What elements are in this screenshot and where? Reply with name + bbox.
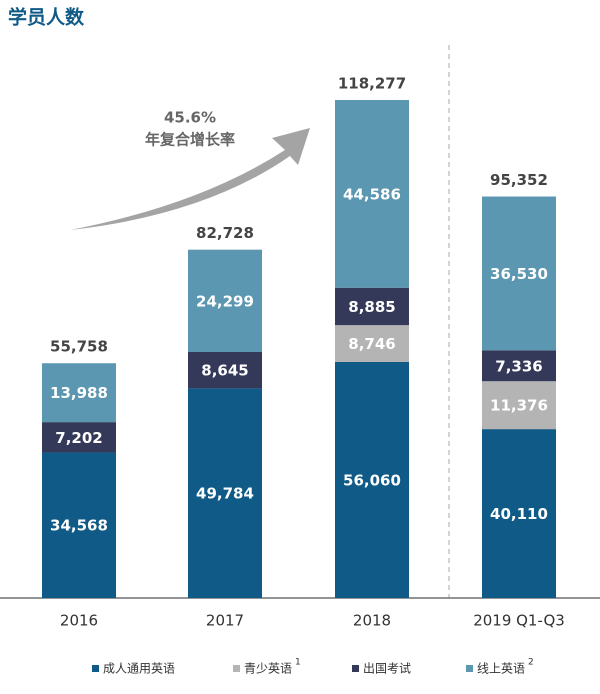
annotation-value: 45.6% (164, 109, 216, 127)
legend-superscript: 1 (295, 658, 301, 668)
value-label: 24,299 (196, 292, 254, 310)
legend-superscript: 2 (528, 658, 534, 668)
bar-segment (335, 361, 409, 598)
bar-segment (188, 249, 262, 352)
x-tick-label: 2018 (353, 612, 391, 630)
value-label: 8,645 (201, 362, 248, 380)
x-tick-label: 2019 Q1-Q3 (473, 612, 565, 630)
legend-swatch (352, 665, 359, 672)
total-label: 95,352 (490, 171, 548, 189)
value-label: 11,376 (490, 397, 548, 415)
bar-segment (188, 351, 262, 389)
total-label: 55,758 (50, 338, 108, 356)
legend-label: 线上英语 (477, 662, 525, 676)
bar-segment (482, 196, 556, 351)
value-label: 40,110 (490, 505, 548, 523)
value-label: 7,202 (55, 429, 102, 447)
legend-swatch (233, 665, 240, 672)
legend-label: 出国考试 (363, 661, 411, 676)
bar-segment (42, 452, 116, 598)
value-label: 36,530 (490, 265, 548, 283)
value-label: 7,336 (495, 357, 542, 375)
legend-label: 成人通用英语 (103, 662, 175, 676)
bar-segment (482, 429, 556, 598)
value-label: 44,586 (343, 185, 401, 203)
value-label: 8,746 (348, 335, 395, 353)
legend-swatch (92, 665, 99, 672)
bar-segment (335, 100, 409, 288)
value-label: 49,784 (196, 485, 254, 503)
annotation-text: 年复合增长率 (145, 131, 235, 149)
value-label: 13,988 (50, 384, 108, 402)
growth-arrow (70, 128, 310, 230)
chart-title: 学员人数 (8, 6, 85, 29)
value-label: 8,885 (348, 298, 395, 316)
total-label: 82,728 (196, 224, 254, 242)
value-label: 56,060 (343, 471, 401, 489)
bar-segment (482, 381, 556, 430)
bar-segment (335, 325, 409, 362)
bar-segment (42, 363, 116, 423)
total-label: 118,277 (338, 75, 406, 93)
x-tick-label: 2016 (60, 612, 98, 630)
x-tick-label: 2017 (206, 612, 244, 630)
legend-label: 青少英语 (244, 662, 292, 676)
bar-segment (42, 422, 116, 453)
legend-swatch (466, 665, 473, 672)
value-label: 34,568 (50, 517, 108, 535)
bar-segment (335, 287, 409, 326)
bar-segment (188, 388, 262, 598)
bar-segment (482, 350, 556, 382)
